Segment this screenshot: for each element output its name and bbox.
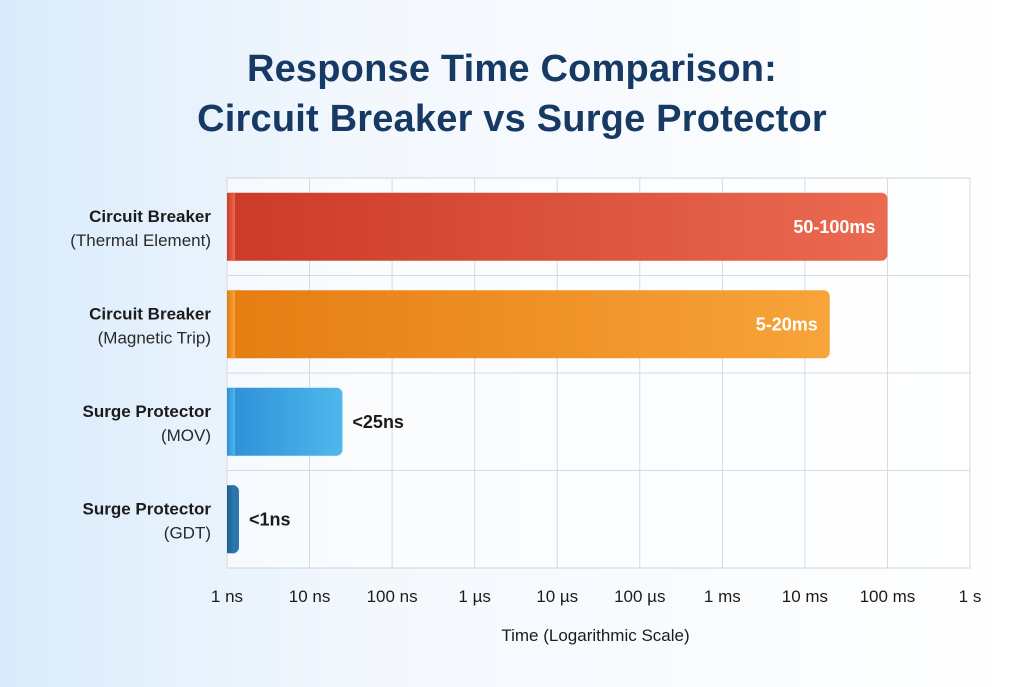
category-label: Surge Protector (83, 499, 212, 518)
category-sublabel: (Magnetic Trip) (98, 328, 211, 347)
bar-left-edge (227, 387, 235, 456)
category-sublabel: (MOV) (161, 426, 211, 445)
bar-left-edge (227, 192, 235, 261)
category-label: Circuit Breaker (89, 207, 211, 226)
x-tick-labels: 1 ns 10 ns 100 ns 1 µs 10 µs 100 µs 1 ms 10 ms 1… (211, 587, 981, 606)
x-axis-label: Time (Logarithmic Scale) (501, 626, 689, 645)
x-tick-label: 100 ms (860, 587, 916, 606)
bars (227, 192, 888, 554)
data-labels: 50-100ms 5-20ms <25ns <1ns (249, 217, 875, 530)
x-tick-label: 1 ms (704, 587, 741, 606)
bar-left-edge (227, 290, 235, 359)
x-tick-label: 10 ns (289, 587, 331, 606)
x-tick-label: 100 µs (614, 587, 665, 606)
bar (227, 192, 888, 261)
x-tick-label: 10 ms (782, 587, 828, 606)
data-label: <1ns (249, 509, 291, 529)
data-label: 50-100ms (793, 217, 875, 237)
x-tick-label: 100 ns (367, 587, 418, 606)
category-sublabel: (GDT) (164, 523, 211, 542)
chart-title-line-1: Response Time Comparison: (246, 48, 778, 90)
x-tick-label: 10 µs (536, 587, 578, 606)
bar (227, 290, 830, 359)
chart-title-line-2: Circuit Breaker vs Surge Protector (197, 98, 827, 140)
chart-title: Response Time Comparison: Circuit Breake… (0, 44, 1024, 144)
bar-left-edge (227, 485, 235, 554)
category-labels: Circuit Breaker (Thermal Element) Circuit … (70, 207, 211, 543)
category-label: Circuit Breaker (89, 304, 211, 323)
data-label: <25ns (352, 412, 404, 432)
category-sublabel: (Thermal Element) (70, 231, 211, 250)
category-label: Surge Protector (83, 402, 212, 421)
x-tick-label: 1 µs (458, 587, 490, 606)
x-tick-label: 1 s (959, 587, 982, 606)
bar (227, 387, 343, 456)
data-label: 5-20ms (756, 314, 818, 334)
x-tick-label: 1 ns (211, 587, 243, 606)
